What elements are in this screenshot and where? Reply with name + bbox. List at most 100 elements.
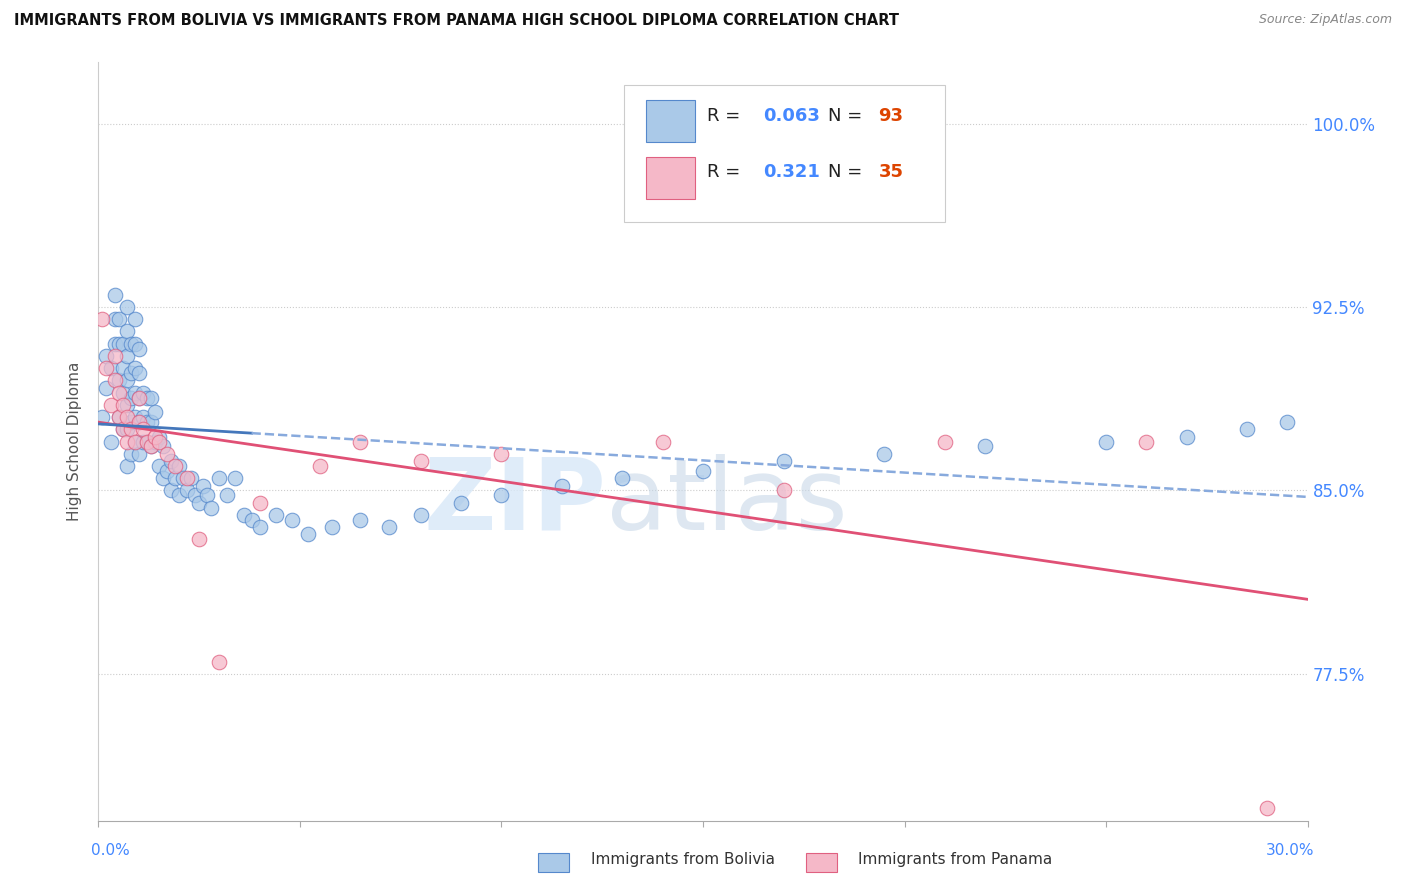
Point [124,434,146,449]
Point [96,381,118,395]
Point [195,488,218,502]
Point [103,336,125,351]
Point [188,533,211,547]
Point [132,410,155,425]
Point [107,410,129,425]
Text: N =: N = [828,106,868,125]
Point [103,349,125,363]
Point [297,527,319,541]
Point [111,422,134,436]
Point [772,454,794,468]
Point [148,458,170,473]
Point [91,312,114,326]
Point [120,336,142,351]
Point [128,342,150,356]
Point [139,391,162,405]
Point [974,439,997,453]
Point [96,361,118,376]
Text: 35: 35 [879,163,903,181]
Point [1256,801,1278,815]
Point [873,447,896,461]
Point [160,483,183,498]
Text: 30.0%: 30.0% [1267,843,1315,858]
Point [249,520,271,534]
Point [91,410,114,425]
Point [128,391,150,405]
Text: 0.0%: 0.0% [91,843,131,858]
Point [111,361,134,376]
Point [143,434,166,449]
Point [132,422,155,436]
Point [96,349,118,363]
Point [321,520,343,534]
Text: atlas: atlas [606,454,848,550]
Point [551,478,574,492]
Text: IMMIGRANTS FROM BOLIVIA VS IMMIGRANTS FROM PANAMA HIGH SCHOOL DIPLOMA CORRELATIO: IMMIGRANTS FROM BOLIVIA VS IMMIGRANTS FR… [14,13,898,29]
Point [349,513,371,527]
Point [124,410,146,425]
Y-axis label: High School Diploma: High School Diploma [67,362,83,521]
Point [167,458,190,473]
Point [240,513,263,527]
Point [115,300,138,314]
Point [115,422,138,436]
Point [111,385,134,400]
Point [107,336,129,351]
Point [132,434,155,449]
Point [128,447,150,461]
Point [124,361,146,376]
Point [349,434,371,449]
Point [172,471,194,485]
Point [651,434,673,449]
Point [156,464,179,478]
Text: ZIP: ZIP [423,454,606,550]
Point [612,471,634,485]
Point [176,483,198,498]
Point [107,373,129,387]
Point [135,434,157,449]
Point [264,508,287,522]
Point [1175,430,1198,444]
Text: 93: 93 [879,106,903,125]
Point [200,500,222,515]
Point [409,508,432,522]
Point [148,434,170,449]
Point [224,471,246,485]
Point [692,464,714,478]
Point [120,391,142,405]
Point [115,349,138,363]
Point [100,361,122,376]
Point [124,434,146,449]
Point [107,385,129,400]
Point [103,312,125,326]
Point [1095,434,1118,449]
Point [115,373,138,387]
Point [115,410,138,425]
Point [208,655,231,669]
Point [120,415,142,429]
Point [152,439,174,453]
Point [152,471,174,485]
Point [139,439,162,453]
Point [100,434,122,449]
Point [163,471,186,485]
Point [120,447,142,461]
Point [124,336,146,351]
Text: 0.321: 0.321 [763,163,820,181]
Text: Immigrants from Panama: Immigrants from Panama [858,852,1052,867]
Point [491,488,513,502]
Bar [647,157,695,199]
FancyBboxPatch shape [624,85,945,222]
Point [188,496,211,510]
Point [115,325,138,339]
Text: R =: R = [707,106,745,125]
Point [208,471,231,485]
Point [124,312,146,326]
Point [135,391,157,405]
Point [111,336,134,351]
Point [128,415,150,429]
Point [103,373,125,387]
Point [148,430,170,444]
Point [128,415,150,429]
Point [115,434,138,449]
